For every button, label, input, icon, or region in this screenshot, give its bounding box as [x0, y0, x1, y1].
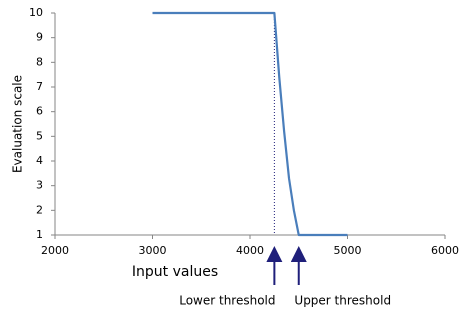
- x-tick-label: 2000: [41, 244, 69, 257]
- y-tick-label: 1: [36, 228, 43, 241]
- threshold-label: Lower threshold: [179, 294, 275, 308]
- y-tick-label: 7: [36, 80, 43, 93]
- x-axis-label: Input values: [132, 264, 218, 280]
- y-tick-label: 4: [36, 154, 43, 167]
- x-tick-label: 5000: [334, 244, 362, 257]
- y-tick-label: 3: [36, 179, 43, 192]
- y-tick-label: 5: [36, 129, 43, 142]
- x-tick-label: 4000: [236, 244, 264, 257]
- threshold-label: Upper threshold: [294, 294, 391, 308]
- y-tick-label: 10: [29, 6, 43, 19]
- y-tick-label: 2: [36, 203, 43, 216]
- y-tick-label: 9: [36, 31, 43, 44]
- y-axis-label: Evaluation scale: [11, 75, 25, 173]
- x-tick-label: 3000: [139, 244, 167, 257]
- y-tick-label: 8: [36, 55, 43, 68]
- x-tick-label: 6000: [431, 244, 459, 257]
- y-tick-label: 6: [36, 105, 43, 118]
- data-line: [152, 11, 348, 237]
